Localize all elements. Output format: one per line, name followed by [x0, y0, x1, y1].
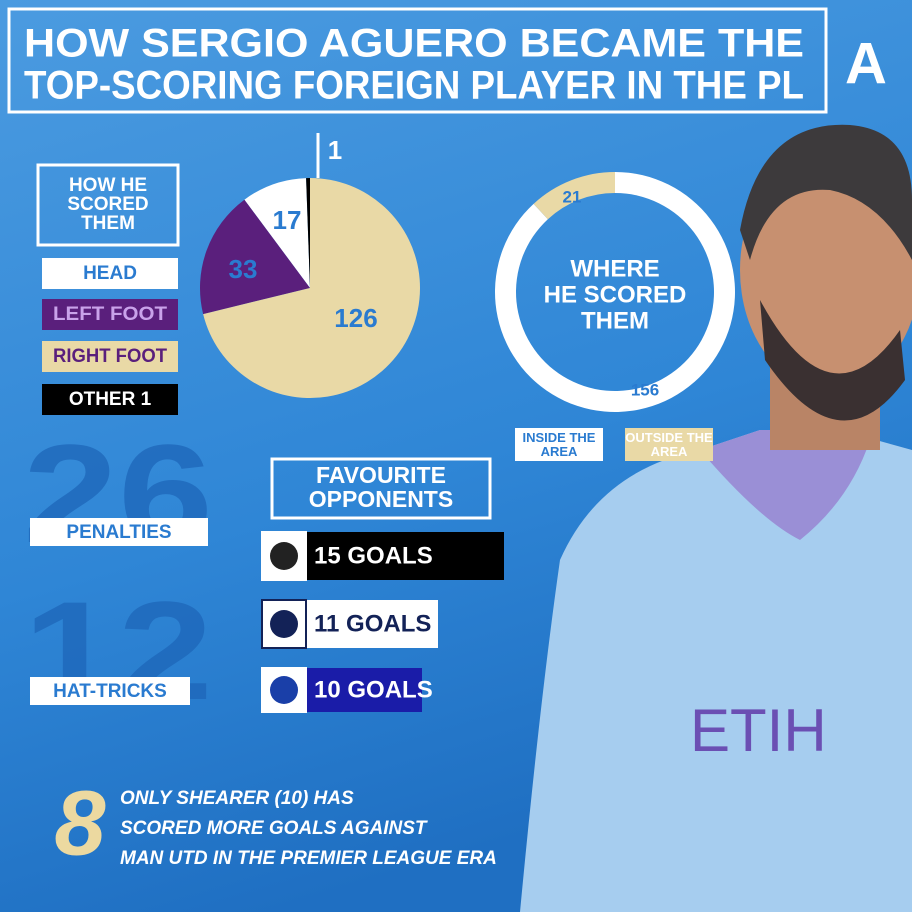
- stat-number: 26: [23, 415, 213, 572]
- pie-value-label: 1: [328, 135, 342, 165]
- opponent-goals: 10 GOALS: [314, 676, 433, 703]
- donut-value-label: 156: [631, 380, 659, 399]
- stat-label: HAT-TRICKS: [53, 681, 167, 702]
- pie-value-label: 17: [273, 205, 302, 235]
- opponents-title-line: OPPONENTS: [309, 486, 453, 512]
- pie-slice: [200, 199, 310, 315]
- donut-legend-label: INSIDE THE AREA: [522, 429, 596, 459]
- club-badge: [270, 610, 298, 638]
- player-illustration: ΕΤΙΗ: [520, 124, 912, 912]
- title-line: HOW SERGIO AGUERO BECAME THE: [24, 22, 804, 66]
- donut-segment: [533, 172, 615, 220]
- club-badge: [270, 676, 298, 704]
- donut-legend-label: OUTSIDE THE AREA: [625, 429, 713, 459]
- donut-legend-label-text: OUTSIDE THE AREA: [625, 429, 713, 459]
- stat-label-box: [30, 677, 190, 705]
- pie-title-line: HOW HE: [69, 175, 147, 196]
- footnote-line: ONLY SHEARER (10) HAS: [120, 788, 354, 809]
- pie-value-label: 126: [334, 303, 377, 333]
- pie-slice: [306, 178, 310, 288]
- stat-label: PENALTIES: [66, 522, 171, 543]
- legend-swatch: [42, 341, 178, 372]
- donut-value-label: 21: [563, 187, 582, 206]
- donut-legend-label-text: INSIDE THE AREA: [522, 429, 596, 459]
- donut-legend-label-box: [625, 428, 713, 461]
- footnote-number: 8: [54, 772, 106, 874]
- donut-title-line: THEM: [581, 307, 649, 334]
- pie-slice: [244, 178, 310, 288]
- opponent-goals: 15 GOALS: [314, 542, 433, 569]
- legend-label: LEFT FOOT: [53, 304, 167, 325]
- opponents-title-box: [270, 457, 492, 520]
- opponents-title-line: FAVOURITE: [316, 462, 446, 488]
- legend-swatch: [42, 384, 178, 415]
- club-badge: [270, 542, 298, 570]
- legend-label: RIGHT FOOT: [53, 346, 167, 367]
- donut-legend-label-box: [515, 428, 603, 461]
- shirt-sponsor-art: ΕΤΙΗ: [690, 697, 827, 764]
- pie-value-label: 33: [229, 254, 258, 284]
- legend-label: HEAD: [83, 263, 137, 284]
- footnote-line: MAN UTD IN THE PREMIER LEAGUE ERA: [120, 848, 497, 869]
- donut-title-line: WHERE: [570, 255, 659, 282]
- title-box: [7, 7, 828, 114]
- stat-number: 12: [23, 572, 213, 729]
- pie-title-line: THEM: [81, 213, 135, 234]
- legend-swatch: [42, 299, 178, 330]
- opponent-goals: 11 GOALS: [314, 610, 431, 637]
- legend-swatch: [42, 258, 178, 289]
- title-line: TOP-SCORING FOREIGN PLAYER IN THE PL: [24, 64, 804, 108]
- stat-label-box: [30, 518, 208, 546]
- pie-slice: [203, 178, 421, 398]
- donut-title-line: HE SCORED: [544, 281, 687, 308]
- club-badge-bg: [261, 599, 307, 649]
- legend-label: OTHER 1: [69, 389, 152, 410]
- footnote-line: SCORED MORE GOALS AGAINST: [120, 818, 428, 839]
- pie-title-box: [36, 163, 180, 247]
- pie-title-line: SCORED: [67, 194, 148, 215]
- logo: A: [845, 31, 887, 96]
